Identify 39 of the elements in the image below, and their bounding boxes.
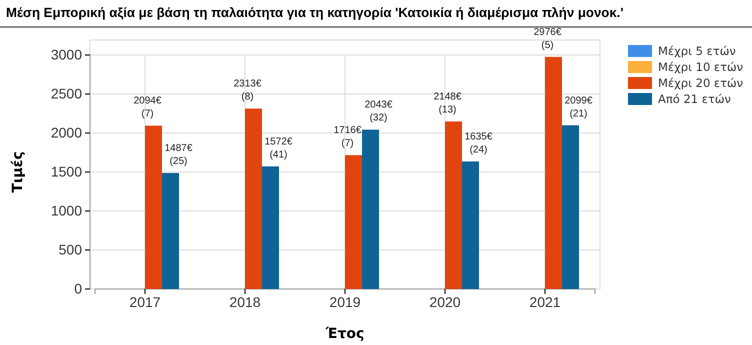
y-tick-label: 500 xyxy=(58,241,82,258)
y-tick-label: 1500 xyxy=(50,163,82,180)
legend-label: Μέχρι 10 ετών xyxy=(658,60,744,74)
y-tick-label: 2000 xyxy=(50,124,82,140)
x-tick-label: 2020 xyxy=(429,294,461,310)
data-label: 1572€ (41) xyxy=(264,136,293,160)
bar xyxy=(545,56,562,289)
legend-label: Από 21 ετών xyxy=(658,92,731,106)
x-tick-label: 2017 xyxy=(129,294,161,310)
y-tick-label: 1000 xyxy=(50,202,82,218)
data-label: 2099€ (21) xyxy=(564,95,593,120)
y-tick-label: 0 xyxy=(74,280,82,296)
legend-label: Μέχρι 20 ετών xyxy=(658,76,744,90)
bar xyxy=(245,108,262,289)
x-tick-label: 2018 xyxy=(229,294,261,310)
data-label: 2313€ (8) xyxy=(234,78,262,103)
bar xyxy=(162,173,179,289)
bar xyxy=(462,161,479,289)
bar xyxy=(145,126,162,289)
bar xyxy=(362,130,379,289)
x-tick-label: 2019 xyxy=(329,294,361,310)
data-label: 2148€ (13) xyxy=(434,91,462,116)
y-tick-label: 3000 xyxy=(50,46,82,62)
data-label: 1716€ (7) xyxy=(334,125,362,150)
legend-label: Μέχρι 5 ετών xyxy=(658,44,736,58)
data-label: 2094€ (7) xyxy=(134,96,162,120)
y-axis-title: Τιμές xyxy=(10,151,26,193)
data-label: 1635€ (24) xyxy=(464,131,493,156)
chart-title: Μέση Εμπορική αξία με βάση τη παλαιότητα για τη κατηγορία 'Κατοικία ή διαμέρισμα πλήν μονοκ.' xyxy=(6,5,624,20)
x-axis-title: Έτος xyxy=(324,326,364,342)
data-label: 1487€ (25) xyxy=(164,143,193,168)
bar xyxy=(445,121,462,289)
bar xyxy=(345,155,362,289)
x-tick-label: 2021 xyxy=(529,294,561,310)
data-label: 2043€ (32) xyxy=(364,100,393,124)
y-tick-label: 2500 xyxy=(50,85,82,102)
bar xyxy=(262,166,279,289)
bar xyxy=(562,125,579,289)
data-label: 2976€ (5) xyxy=(534,26,562,51)
